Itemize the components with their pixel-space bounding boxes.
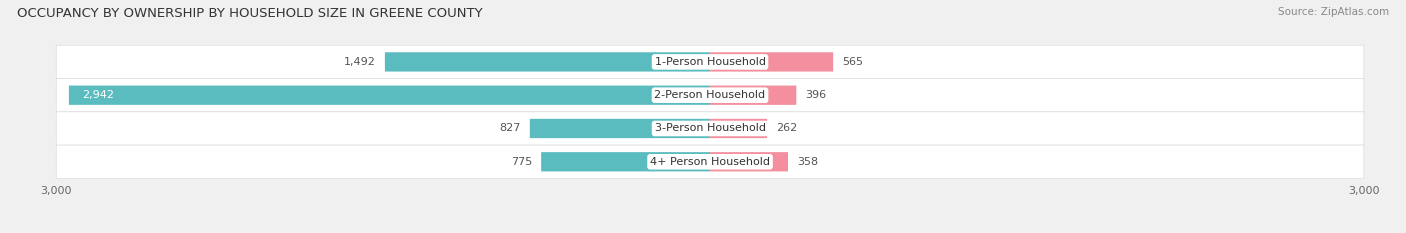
- Text: 2-Person Household: 2-Person Household: [654, 90, 766, 100]
- Text: 4+ Person Household: 4+ Person Household: [650, 157, 770, 167]
- Text: 262: 262: [776, 123, 797, 134]
- FancyBboxPatch shape: [56, 112, 1364, 145]
- FancyBboxPatch shape: [710, 52, 834, 72]
- FancyBboxPatch shape: [56, 145, 1364, 178]
- Text: Source: ZipAtlas.com: Source: ZipAtlas.com: [1278, 7, 1389, 17]
- Text: 396: 396: [806, 90, 827, 100]
- FancyBboxPatch shape: [56, 45, 1364, 79]
- Text: 358: 358: [797, 157, 818, 167]
- Text: 3-Person Household: 3-Person Household: [655, 123, 765, 134]
- Text: 827: 827: [499, 123, 522, 134]
- Text: 2,942: 2,942: [82, 90, 114, 100]
- FancyBboxPatch shape: [530, 119, 710, 138]
- Text: 1,492: 1,492: [344, 57, 377, 67]
- FancyBboxPatch shape: [541, 152, 710, 171]
- FancyBboxPatch shape: [710, 86, 796, 105]
- Text: OCCUPANCY BY OWNERSHIP BY HOUSEHOLD SIZE IN GREENE COUNTY: OCCUPANCY BY OWNERSHIP BY HOUSEHOLD SIZE…: [17, 7, 482, 20]
- FancyBboxPatch shape: [710, 152, 787, 171]
- Text: 565: 565: [842, 57, 863, 67]
- FancyBboxPatch shape: [69, 86, 710, 105]
- FancyBboxPatch shape: [56, 79, 1364, 112]
- Text: 775: 775: [512, 157, 533, 167]
- Text: 1-Person Household: 1-Person Household: [655, 57, 765, 67]
- FancyBboxPatch shape: [385, 52, 710, 72]
- FancyBboxPatch shape: [710, 119, 768, 138]
